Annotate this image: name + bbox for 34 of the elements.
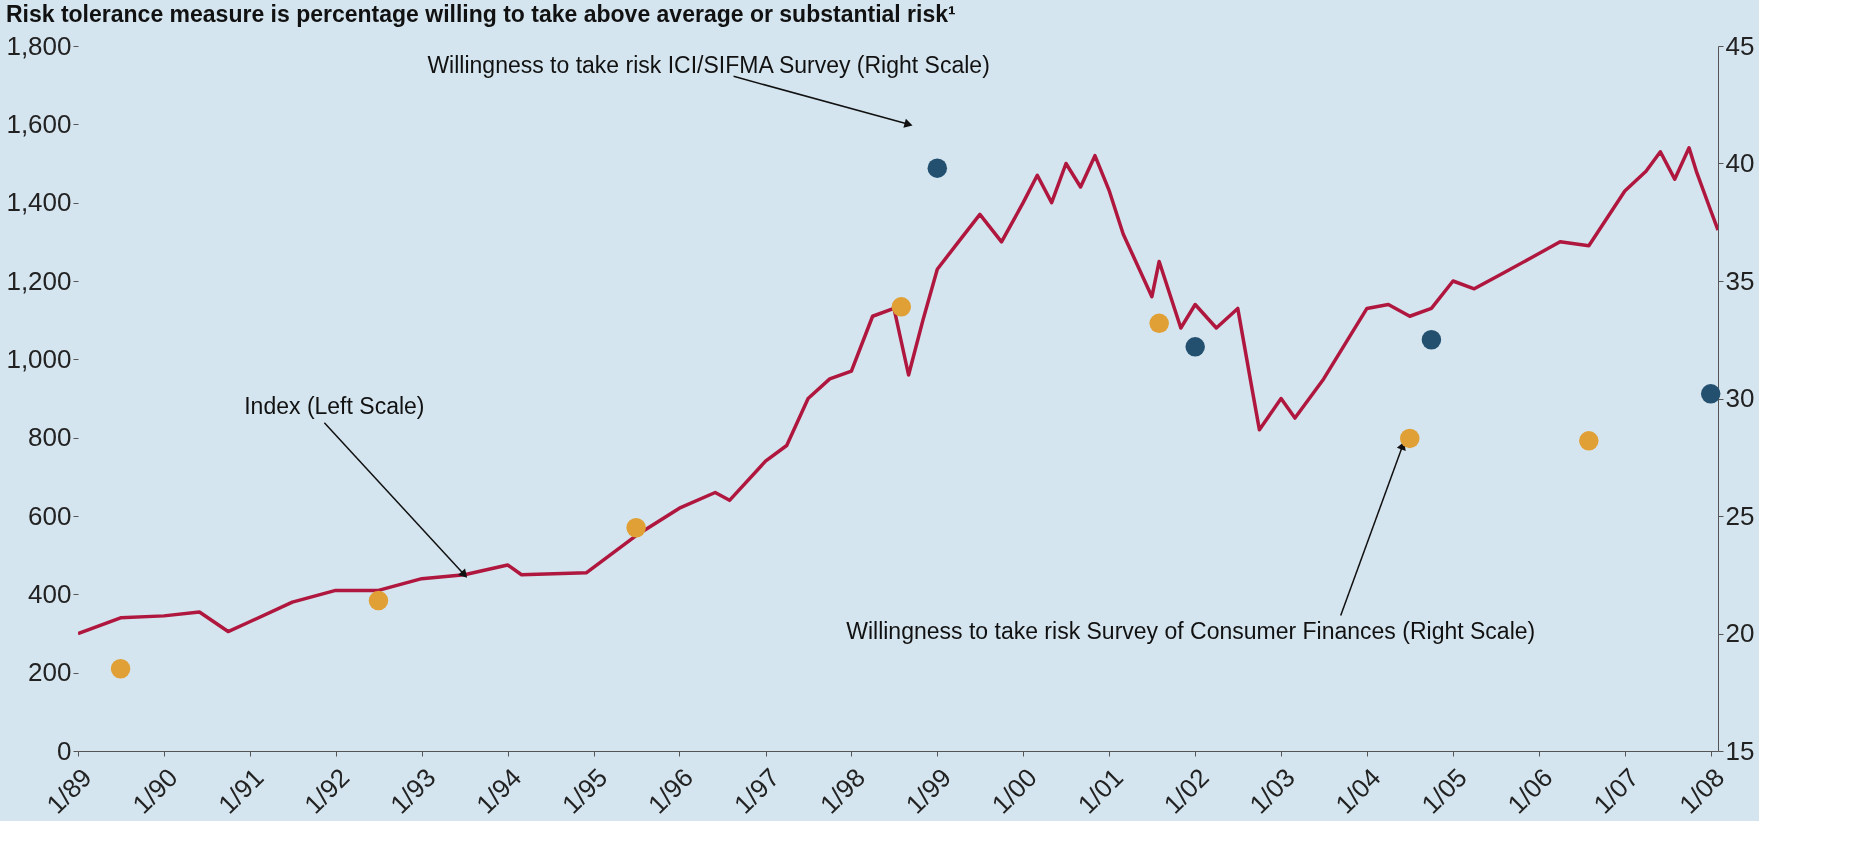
y2-tick-label: 15	[1725, 735, 1755, 766]
y-tick-label: 1,400	[6, 187, 72, 218]
point	[1400, 428, 1420, 449]
y2-tick-label: 25	[1725, 500, 1755, 531]
x-tick-label: 1/91	[212, 762, 270, 820]
annotation: Willingness to take risk ICI/SIFMA Survey (Right Scale)	[427, 52, 990, 79]
point	[1579, 431, 1599, 451]
y-tick-label: 1,600	[6, 108, 72, 139]
point	[626, 518, 646, 538]
y-tick-label: 400	[28, 578, 72, 609]
x-tick-label: 1/01	[1071, 762, 1129, 820]
y2-tick-label: 45	[1725, 30, 1755, 61]
point	[368, 590, 389, 611]
y-tick-label: 1,000	[6, 343, 72, 374]
point	[110, 659, 131, 679]
y-tick-label: 600	[28, 500, 72, 531]
point	[1700, 384, 1721, 404]
x-tick-label: 1/99	[899, 762, 957, 820]
y-tick-label: 800	[28, 422, 72, 453]
annotation: Willingness to take risk Survey of Consumer Finances (Right Scale)	[846, 617, 1536, 644]
chart-title: Risk tolerance measure is percentage willing to take above average or substantial risk¹	[5, 1, 956, 27]
y2-tick-label: 35	[1725, 265, 1755, 296]
point	[891, 297, 912, 317]
y2-tick-label: 40	[1725, 148, 1755, 178]
point	[927, 158, 948, 178]
y-tick-label: 1,800	[6, 30, 72, 61]
y-tick-label: 1,200	[6, 265, 72, 296]
y2-tick-label: 20	[1725, 618, 1755, 648]
y-tick-label: 200	[28, 657, 72, 688]
y2-tick-label: 30	[1725, 383, 1755, 413]
point	[1185, 337, 1205, 357]
point	[1149, 313, 1169, 334]
annotation: Index (Left Scale)	[244, 392, 425, 419]
point	[1421, 330, 1442, 350]
